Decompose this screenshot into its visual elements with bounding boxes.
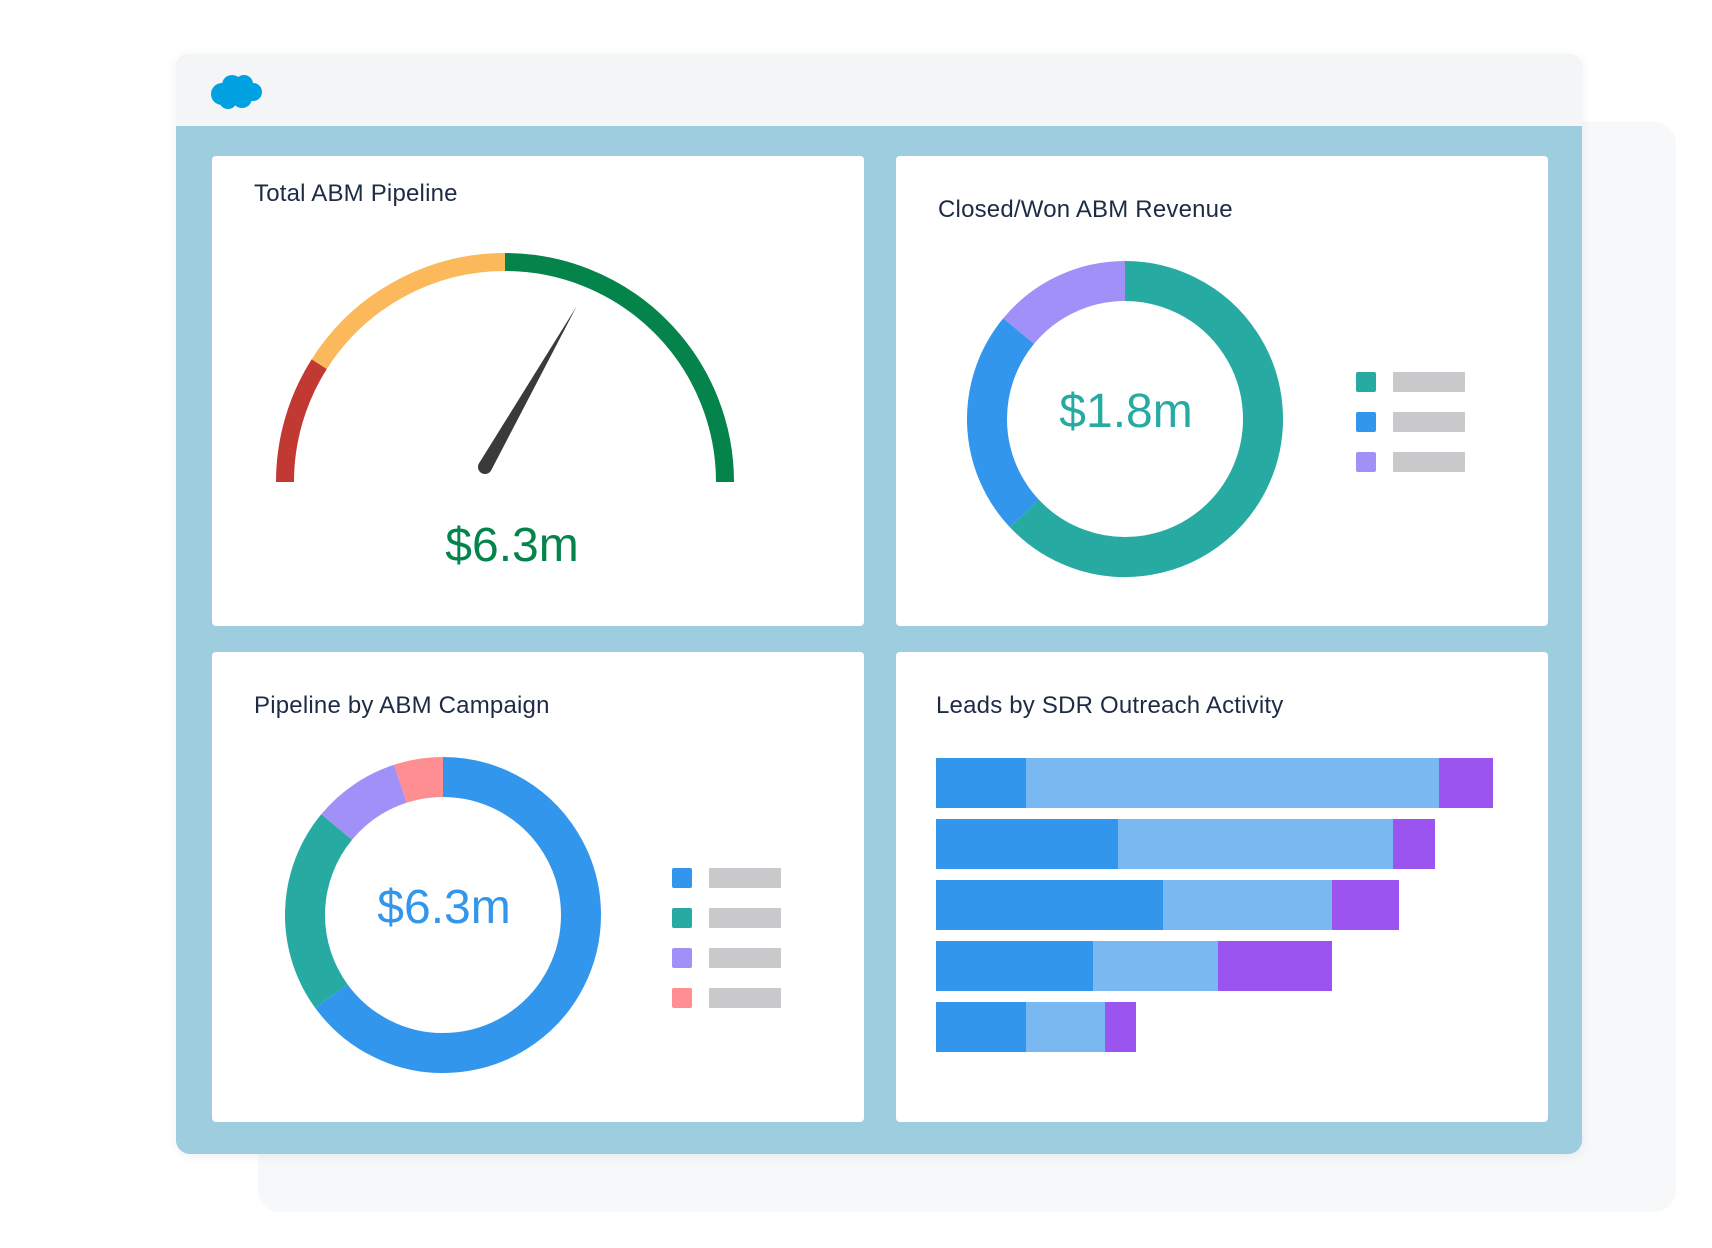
bar-segment-r1-s1 — [1118, 819, 1393, 869]
gauge-segment-1 — [311, 253, 506, 369]
bar-segment-r0-s0 — [936, 758, 1026, 808]
pipeline-campaign-panel[interactable]: Pipeline by ABM Campaign $6.3m — [212, 652, 864, 1122]
bar-segment-r4-s1 — [1026, 1002, 1105, 1052]
stacked-bar-chart — [936, 758, 1493, 1052]
salesforce-cloud-icon[interactable] — [208, 72, 264, 117]
legend-label-placeholder — [1393, 372, 1465, 392]
legend-item[interactable] — [672, 948, 792, 970]
legend-swatch — [1356, 412, 1376, 432]
gauge-value: $6.3m — [445, 519, 579, 572]
donut-slice-0 — [315, 757, 601, 1073]
donut-center-value: $6.3m — [377, 881, 511, 934]
legend-label-placeholder — [1393, 452, 1465, 472]
legend-item[interactable] — [672, 868, 792, 890]
bar-segment-r3-s1 — [1093, 941, 1218, 991]
bar-segment-r2-s0 — [936, 880, 1163, 930]
gauge-needle-hub — [478, 460, 492, 474]
legend-label-placeholder — [709, 988, 781, 1008]
panel-title: Total ABM Pipeline — [254, 180, 458, 207]
bar-segment-r1-s0 — [936, 819, 1118, 869]
legend-swatch — [672, 868, 692, 888]
panel-title: Leads by SDR Outreach Activity — [936, 692, 1284, 719]
legend-label-placeholder — [709, 868, 781, 888]
legend-swatch — [672, 988, 692, 1008]
legend-item[interactable] — [1356, 372, 1476, 394]
closed-won-panel[interactable]: Closed/Won ABM Revenue $1.8m — [896, 156, 1548, 626]
donut-chart — [285, 757, 601, 1073]
legend-label-placeholder — [1393, 412, 1465, 432]
legend-item[interactable] — [672, 988, 792, 1010]
dashboard-window: Total ABM Pipeline $6.3m Closed/Won ABM … — [176, 54, 1582, 1154]
donut-slice-1 — [967, 318, 1040, 528]
gauge-segment-0 — [276, 359, 327, 483]
chart-legend — [1356, 372, 1476, 482]
bar-segment-r1-s2 — [1393, 819, 1435, 869]
legend-item[interactable] — [1356, 412, 1476, 434]
window-header — [176, 54, 1582, 127]
donut-slice-2 — [321, 764, 408, 841]
legend-label-placeholder — [709, 908, 781, 928]
dashboard-grid: Total ABM Pipeline $6.3m Closed/Won ABM … — [176, 126, 1582, 1154]
legend-item[interactable] — [672, 908, 792, 930]
bar-segment-r0-s2 — [1439, 758, 1493, 808]
legend-swatch — [672, 948, 692, 968]
bar-segment-r3-s2 — [1218, 941, 1332, 991]
gauge-chart — [276, 253, 734, 483]
legend-swatch — [672, 908, 692, 928]
bar-segment-r4-s2 — [1105, 1002, 1136, 1052]
panel-title: Pipeline by ABM Campaign — [254, 692, 550, 719]
legend-swatch — [1356, 372, 1376, 392]
donut-slice-2 — [1003, 261, 1126, 345]
gauge-needle — [478, 306, 577, 471]
donut-slice-3 — [394, 757, 444, 803]
legend-item[interactable] — [1356, 452, 1476, 474]
total-pipeline-panel[interactable]: Total ABM Pipeline $6.3m — [212, 156, 864, 626]
donut-slice-0 — [1009, 261, 1283, 577]
legend-label-placeholder — [709, 948, 781, 968]
bar-segment-r3-s0 — [936, 941, 1093, 991]
bar-segment-r2-s1 — [1163, 880, 1332, 930]
leads-sdr-panel[interactable]: Leads by SDR Outreach Activity — [896, 652, 1548, 1122]
panel-title: Closed/Won ABM Revenue — [938, 196, 1233, 223]
donut-slice-1 — [285, 814, 353, 1008]
donut-chart — [967, 261, 1283, 577]
bar-segment-r4-s0 — [936, 1002, 1026, 1052]
legend-swatch — [1356, 452, 1376, 472]
gauge-segment-2 — [504, 253, 734, 483]
bar-segment-r2-s2 — [1332, 880, 1399, 930]
donut-center-value: $1.8m — [1059, 385, 1193, 438]
bar-segment-r0-s1 — [1026, 758, 1439, 808]
chart-legend — [672, 868, 792, 1018]
